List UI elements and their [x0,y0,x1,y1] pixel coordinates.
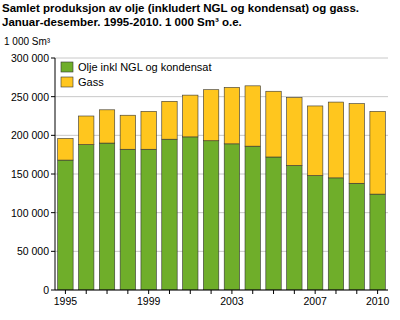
bar [245,146,260,290]
x-tick [107,290,108,294]
x-tick [315,290,316,294]
bar [58,160,73,290]
x-tick-label: 2010 [366,295,390,307]
x-tick-label: 1995 [54,295,78,307]
bar [307,176,322,290]
bar [266,157,281,290]
x-tick [356,290,357,294]
bar [245,86,260,146]
y-tick [51,251,55,252]
x-tick [169,290,170,294]
bar [328,178,343,290]
legend-label: Gass [78,76,104,88]
y-tick-label: 300 000 [11,52,49,64]
x-tick [231,290,232,294]
x-tick [252,290,253,294]
y-tick [51,58,55,59]
y-tick [51,135,55,136]
y-tick-label: 200 000 [11,129,49,141]
bar [328,102,343,178]
subtitle: Januar-desember. 1995-2010. 1 000 Sm³ o.… [2,16,242,28]
grid-line [55,58,388,59]
bar [58,138,73,160]
x-tick [127,290,128,294]
y-tick [51,96,55,97]
y-tick-label: 100 000 [11,207,49,219]
x-tick [65,290,66,294]
bar [287,97,302,165]
bar [141,111,156,149]
x-tick [86,290,87,294]
bars [58,86,386,290]
y-tick [51,174,55,175]
bar [349,183,364,290]
bar [99,110,114,143]
bar [162,139,177,290]
bar [370,194,385,290]
bar [99,143,114,290]
bar [79,116,94,145]
bar [162,101,177,139]
x-tick [211,290,212,294]
title: Samlet produksjon av olje (inkludert NGL… [2,2,359,14]
y-axis [55,58,56,290]
legend-swatch [61,77,73,87]
x-tick [190,290,191,294]
bar [307,106,322,176]
bar [203,90,218,141]
bar [120,115,135,149]
bar [203,141,218,290]
legend-swatch [61,62,73,72]
y-tick [51,212,55,213]
y-tick [51,290,55,291]
legend-label: Olje inkl NGL og kondensat [78,61,212,73]
bar [287,165,302,290]
x-tick [273,290,274,294]
grid-line [55,290,388,291]
x-tick-label: 2007 [303,295,327,307]
x-tick-label: 2003 [220,295,244,307]
bar [183,95,198,137]
bar [370,111,385,194]
x-axis [55,290,388,291]
x-tick [294,290,295,294]
x-tick [377,290,378,294]
bar [349,104,364,184]
grid-line [55,96,388,97]
bar [183,137,198,290]
bar [79,145,94,290]
y-tick-label: 150 000 [11,168,49,180]
bar [224,87,239,143]
y-tick-label: 50 000 [17,245,49,257]
x-tick [148,290,149,294]
y-label: 1 000 Sm³ [4,36,51,47]
bar [141,149,156,290]
y-tick-label: 0 [43,284,49,296]
y-tick-label: 250 000 [11,91,49,103]
x-tick-label: 1999 [137,295,161,307]
bar [120,149,135,290]
bar [266,91,281,157]
x-tick [335,290,336,294]
bar [224,144,239,290]
